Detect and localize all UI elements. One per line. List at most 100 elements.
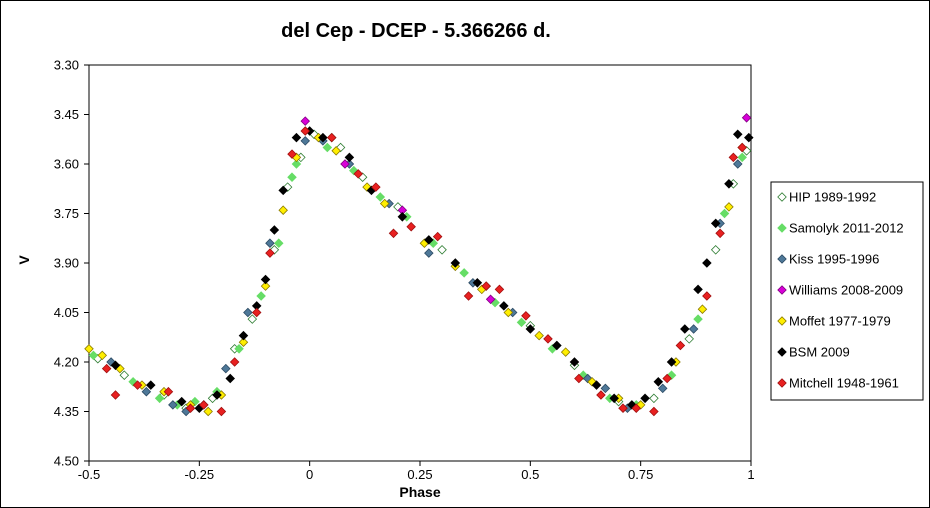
data-point	[225, 373, 235, 384]
data-point	[243, 307, 253, 318]
data-point	[340, 159, 350, 169]
data-point	[702, 291, 712, 301]
data-point	[101, 363, 112, 374]
data-point	[185, 403, 196, 413]
x-tick-label: 0.75	[628, 467, 653, 482]
data-point	[693, 284, 703, 295]
data-point	[190, 396, 200, 407]
data-point	[744, 132, 754, 143]
data-point	[543, 334, 553, 344]
y-tick-label: 3.30	[54, 58, 79, 73]
data-point	[119, 370, 130, 380]
data-point	[212, 390, 222, 400]
y-tick-label: 4.35	[54, 404, 79, 419]
y-axis-title: V	[16, 255, 32, 265]
data-point	[485, 294, 496, 305]
data-point	[525, 324, 536, 334]
data-point	[697, 304, 708, 314]
data-point	[318, 132, 328, 143]
data-point	[741, 113, 752, 123]
data-point	[596, 390, 606, 400]
data-point	[375, 192, 386, 202]
data-point	[221, 363, 231, 374]
data-point	[379, 198, 390, 209]
data-point	[203, 406, 213, 417]
data-point	[649, 393, 659, 404]
data-point	[97, 350, 108, 361]
data-point	[675, 340, 686, 351]
legend-marker	[777, 378, 787, 388]
data-point	[335, 142, 346, 153]
series-6	[101, 126, 747, 417]
data-point	[287, 149, 297, 159]
y-tick-label: 4.05	[54, 305, 79, 320]
data-point	[256, 291, 266, 301]
legend-marker	[777, 254, 787, 264]
data-point	[168, 400, 178, 410]
data-point	[666, 357, 677, 367]
data-point	[291, 159, 302, 169]
data-point	[198, 400, 209, 410]
chart-title: del Cep - DCEP - 5.366266 d.	[281, 20, 551, 42]
data-point	[591, 380, 602, 390]
data-point	[657, 383, 668, 394]
legend: HIP 1989-1992 Samolyk 2011-2012 Kiss 1995-…	[770, 181, 924, 401]
data-point	[344, 152, 355, 163]
data-point	[176, 396, 187, 407]
plot-area	[88, 64, 752, 462]
data-point	[260, 281, 271, 291]
data-point	[640, 393, 650, 404]
x-tick-label: 0.5	[521, 467, 539, 482]
legend-marker	[777, 316, 787, 326]
data-point	[146, 380, 156, 390]
data-point	[300, 136, 311, 146]
data-point	[732, 129, 743, 140]
data-point	[287, 172, 297, 182]
data-point	[724, 179, 734, 189]
x-tick-label: 1	[747, 467, 754, 482]
data-point	[737, 152, 747, 163]
x-axis: -0.5 -0.25 0 0.25 0.5 0.75 1	[78, 461, 755, 482]
data-point	[710, 218, 721, 229]
legend-label: BSM 2009	[789, 345, 850, 360]
data-point	[265, 248, 275, 258]
data-point	[688, 324, 699, 334]
data-point	[521, 311, 531, 321]
data-point	[247, 314, 258, 324]
y-axis: 3.30 3.45 3.60 3.75 3.90 4.05 4.20 4.35 4.50	[54, 58, 89, 469]
data-point	[693, 314, 703, 324]
data-point	[269, 225, 280, 235]
x-axis-title: Phase	[399, 484, 440, 500]
data-point	[732, 159, 743, 169]
data-point	[609, 393, 619, 404]
data-point	[260, 274, 271, 285]
data-point	[141, 386, 152, 397]
y-tick-label: 3.45	[54, 107, 79, 122]
data-point	[251, 307, 262, 318]
data-point	[278, 185, 288, 196]
data-point	[631, 403, 642, 413]
data-point	[552, 340, 562, 351]
data-point	[737, 142, 747, 153]
data-point	[331, 146, 341, 156]
data-point	[503, 307, 514, 318]
data-point	[371, 182, 381, 192]
legend-marker	[777, 192, 787, 202]
legend-label: HIP 1989-1992	[789, 190, 876, 205]
data-point	[154, 393, 165, 404]
data-point	[163, 386, 174, 397]
data-point	[719, 208, 730, 219]
data-point	[680, 324, 690, 334]
data-point	[450, 258, 461, 268]
legend-label: Mitchell 1948-1961	[789, 376, 899, 391]
data-point	[472, 278, 483, 288]
data-point	[265, 238, 275, 248]
data-point	[424, 248, 434, 258]
data-point	[481, 281, 491, 291]
data-point	[362, 182, 372, 192]
data-point	[238, 330, 249, 341]
x-tick-label: 0.25	[407, 467, 432, 482]
data-point	[702, 258, 712, 268]
legend-box	[770, 181, 924, 401]
